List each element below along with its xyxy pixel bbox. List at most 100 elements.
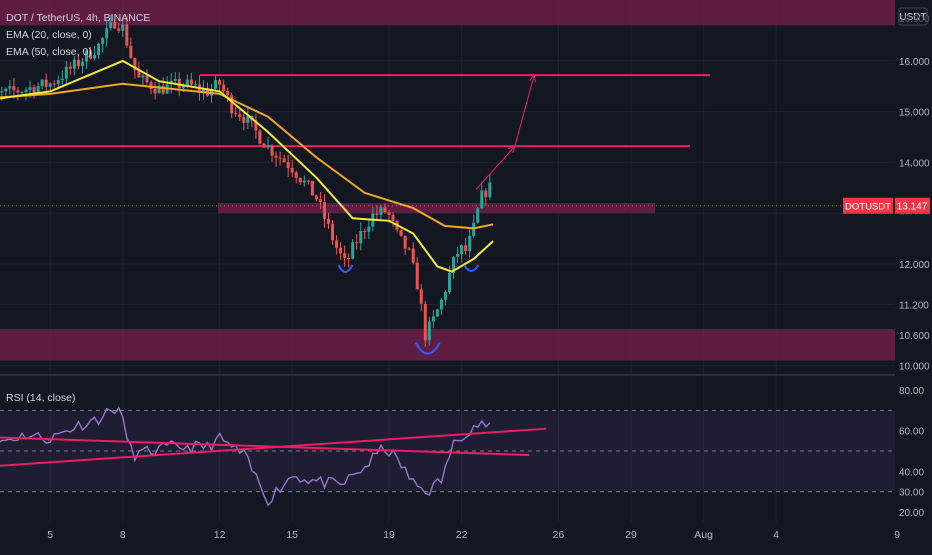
candle-body (403, 235, 407, 249)
candle-body (68, 66, 72, 69)
zones (0, 0, 895, 361)
last-price-symbol-badge (843, 197, 893, 214)
candle-body (480, 190, 484, 209)
candle-body (419, 289, 423, 304)
candle-body (97, 43, 101, 56)
candle-body (484, 190, 488, 198)
zone-3 (0, 328, 895, 361)
rsi-tick-label: 40.00 (899, 467, 924, 478)
candle-body (133, 57, 137, 71)
last-price-symbol: DOTUSDT (845, 202, 891, 213)
symbol-title: DOT / TetherUS, 4h, BINANCE (6, 12, 151, 24)
candle-body (214, 79, 218, 89)
candle-body (387, 212, 391, 215)
candle-body (161, 85, 165, 94)
currency-badge (898, 7, 928, 26)
candle-body (258, 130, 262, 144)
time-tick-label: 22 (456, 529, 468, 541)
rsi-pane (0, 406, 895, 507)
price-tick-label: 10.600 (899, 331, 930, 342)
candle-body (355, 242, 359, 244)
candle-body (113, 21, 117, 29)
candle-body (343, 253, 347, 258)
candle-body (105, 28, 109, 39)
candle-body (391, 214, 395, 221)
horizontal-levels (0, 74, 895, 207)
candle-body (335, 240, 339, 248)
rsi-legend[interactable]: RSI (14, close) (6, 392, 76, 404)
price-tick-label: 11.200 (899, 301, 929, 312)
candle-body (76, 59, 80, 67)
projection-arrow-1 (475, 145, 516, 190)
price-axis-background (895, 0, 932, 550)
candle-body (322, 201, 326, 219)
candle-body (36, 86, 40, 94)
candle-body (230, 95, 234, 114)
candle-body (464, 245, 468, 251)
rsi-tick-label: 60.00 (899, 427, 924, 438)
ema50-line (0, 82, 494, 230)
candle-body (278, 157, 282, 159)
candle-body (181, 85, 185, 89)
candle-body (117, 28, 121, 31)
candle-body (93, 55, 97, 59)
head-arc (414, 342, 441, 355)
rsi-tick-label: 20.00 (899, 508, 924, 519)
candle-body (423, 303, 427, 341)
candle-body (137, 70, 141, 78)
candle-body (298, 177, 302, 183)
candle-body (12, 86, 16, 91)
price-tick-label: 10.000 (899, 361, 930, 372)
candle-body (468, 235, 472, 251)
candle-body (427, 321, 431, 341)
price-tick-label-faded: 16.900 (899, 14, 930, 25)
zone-2 (218, 203, 655, 214)
candle-body (327, 218, 330, 224)
candle-body (201, 88, 205, 92)
price-tick-label: 16.000 (899, 57, 930, 68)
candle-body (363, 230, 367, 232)
time-tick-label: 15 (286, 529, 298, 541)
candle-body (331, 223, 335, 241)
ema20-line (0, 59, 494, 273)
time-tick-label: 19 (383, 529, 395, 541)
rsi-tick-label: 30.00 (899, 488, 924, 499)
candle-body (460, 245, 464, 254)
candle-body (72, 59, 76, 69)
last-price-value-badge (895, 197, 930, 214)
candle-body (24, 89, 28, 93)
time-tick-label: 29 (625, 529, 637, 541)
candle-body (286, 162, 290, 168)
ema50-legend[interactable]: EMA (50, close, 0) (6, 46, 92, 58)
candle-body (8, 86, 12, 89)
zone-1 (0, 0, 895, 26)
candle-body (302, 180, 306, 183)
candle-body (16, 90, 20, 93)
candle-body (476, 208, 480, 223)
candle-body (452, 256, 456, 273)
pattern-arcs (337, 264, 480, 355)
candle-body (246, 115, 250, 123)
candle-body (294, 172, 298, 178)
candle-body (443, 292, 447, 300)
candle-body (193, 84, 197, 86)
candle-body (149, 82, 153, 90)
candle-body (318, 199, 322, 202)
time-tick-label: Aug (694, 529, 713, 541)
candle-body (238, 114, 242, 118)
candle-body (125, 24, 129, 46)
candle-body (109, 21, 113, 29)
last-price-value: 13.147 (897, 202, 928, 213)
candle-body (173, 78, 177, 81)
ema20-legend[interactable]: EMA (20, close, 0) (6, 29, 92, 41)
candle-body (282, 158, 286, 163)
candle-body (48, 83, 52, 87)
candle-body (64, 66, 68, 79)
candle-body (359, 230, 363, 244)
candle-body (379, 207, 383, 215)
candle-body (56, 80, 60, 84)
candle-body (347, 257, 351, 259)
candle-body (448, 272, 451, 293)
